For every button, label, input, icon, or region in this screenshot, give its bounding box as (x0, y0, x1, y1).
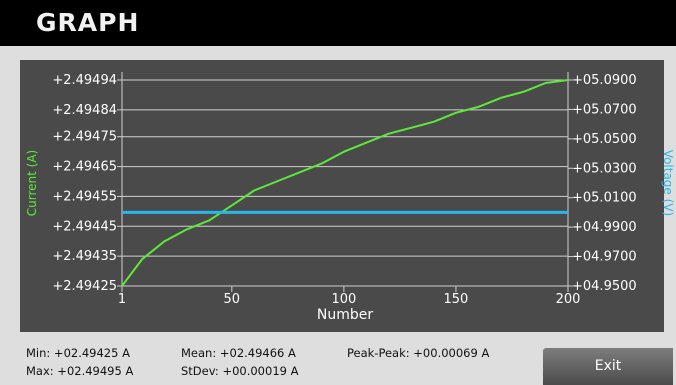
y-axis-label-right: Voltage (V) (661, 150, 675, 216)
y-axis-label-left: Current (A) (25, 150, 39, 216)
x-tick-label: 150 (444, 292, 469, 307)
right-tick-label: +05.0900 (572, 73, 637, 88)
right-tick-label: +04.9900 (572, 220, 637, 235)
series-line-current (121, 79, 569, 287)
stat-min: Min: +02.49425 A (26, 346, 130, 360)
left-tick-label: +2.49435 (52, 249, 117, 264)
right-tick-label: +05.0300 (572, 161, 637, 176)
x-tick-label: 100 (331, 292, 356, 307)
left-tick-label: +2.49494 (52, 73, 117, 88)
stat-max: Max: +02.49495 A (26, 364, 134, 378)
header-bar: GRAPH (0, 0, 676, 46)
left-tick-label: +2.49455 (52, 189, 117, 204)
left-tick-label: +2.49425 (52, 279, 117, 294)
x-tick-label: 1 (118, 292, 126, 307)
stat-mean: Mean: +02.49466 A (181, 346, 296, 360)
right-tick-label: +05.0100 (572, 191, 637, 206)
exit-button[interactable]: Exit (543, 348, 673, 385)
left-tick-label: +2.49465 (52, 160, 117, 175)
left-tick-label: +2.49484 (52, 103, 117, 118)
right-tick-label: +05.0500 (572, 132, 637, 147)
left-tick-label: +2.49475 (52, 130, 117, 145)
right-tick-label: +04.9700 (572, 250, 637, 265)
x-axis-label: Number (317, 307, 373, 323)
page-title: GRAPH (36, 8, 140, 37)
right-tick-label: +05.0700 (572, 102, 637, 117)
right-tick-label: +04.9500 (572, 279, 637, 294)
stat-stdev: StDev: +00.00019 A (181, 364, 299, 378)
x-tick-label: 50 (224, 292, 241, 307)
x-tick-label: 200 (556, 292, 581, 307)
left-tick-label: +2.49445 (52, 219, 117, 234)
stat-peak-peak: Peak-Peak: +00.00069 A (347, 346, 490, 360)
